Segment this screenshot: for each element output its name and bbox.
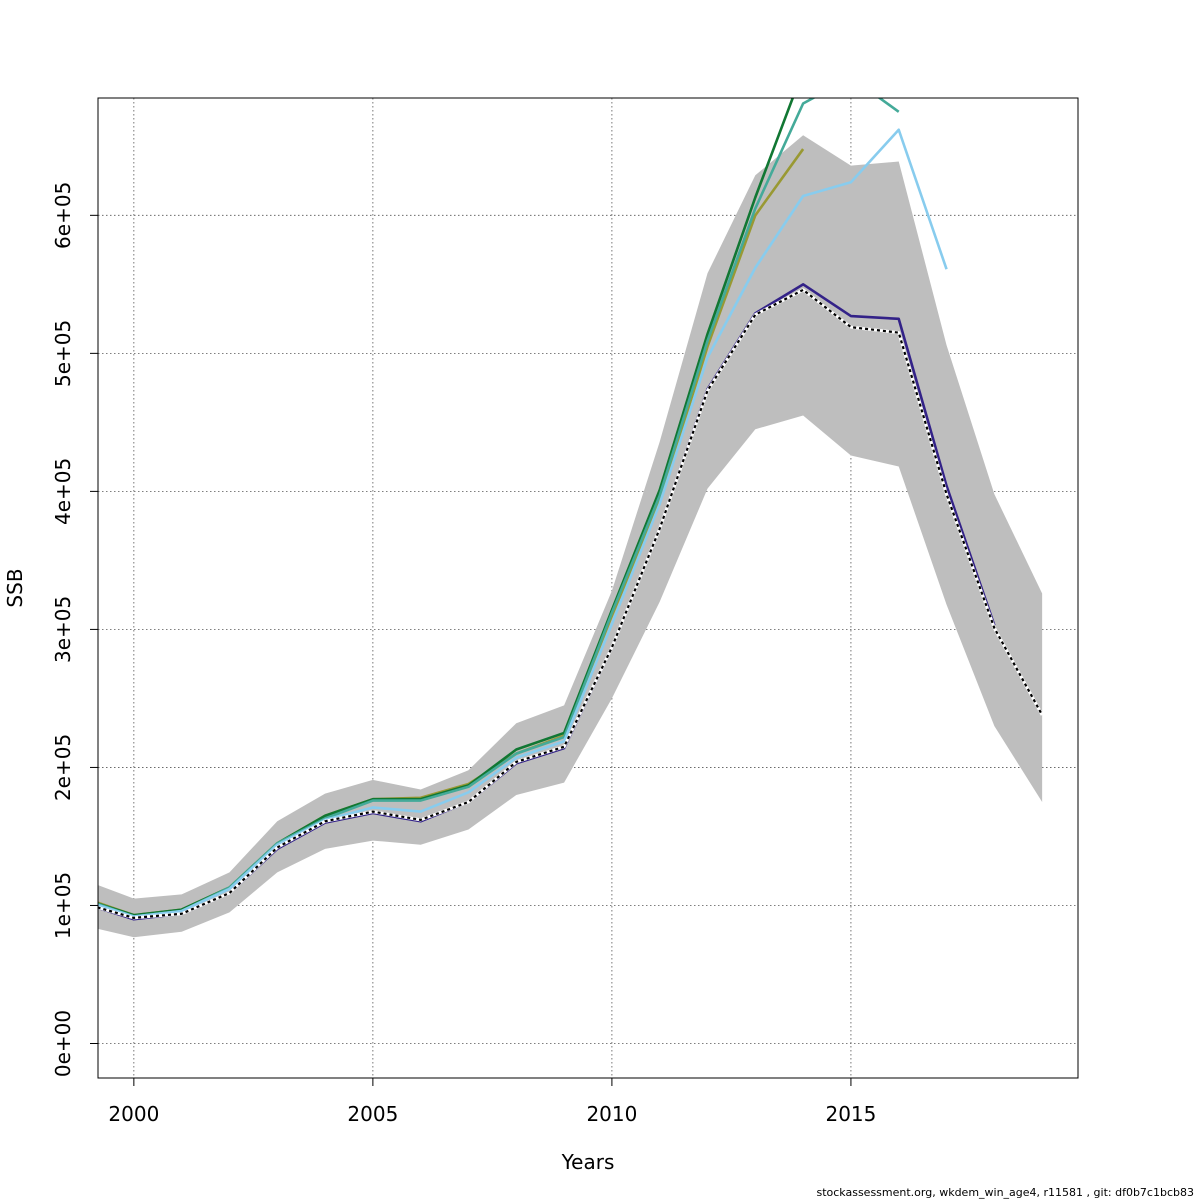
- y-tick-label: 0e+00: [51, 1010, 75, 1077]
- x-axis: 2000 2005 2010 2015: [108, 1078, 876, 1126]
- x-tick-label: 2015: [825, 1102, 876, 1126]
- y-tick-label: 3e+05: [51, 596, 75, 663]
- y-axis-title: SSB: [3, 568, 27, 607]
- plot-frame: [97, 97, 1079, 1079]
- y-tick-label: 2e+05: [51, 734, 75, 801]
- series-group: [98, 98, 1044, 921]
- x-tick-label: 2010: [586, 1102, 637, 1126]
- y-tick-label: 4e+05: [51, 458, 75, 525]
- y-tick-label: 6e+05: [51, 182, 75, 249]
- x-tick-label: 2005: [347, 1102, 398, 1126]
- x-axis-title: Years: [561, 1150, 615, 1174]
- series-line-0-halo: [98, 288, 1044, 920]
- y-axis: 0e+00 1e+05 2e+05 3e+05 4e+05 5e+05 6e+05: [51, 182, 98, 1077]
- y-tick-label: 1e+05: [51, 872, 75, 939]
- series-line-2: [98, 128, 948, 918]
- grid: [98, 98, 1078, 1078]
- x-tick-label: 2000: [108, 1102, 159, 1126]
- y-tick-label: 5e+05: [51, 320, 75, 387]
- footer-note: stockassessment.org, wkdem_win_age4, r11…: [816, 1186, 1194, 1199]
- confidence-band-group: [98, 135, 1043, 938]
- confidence-band: [98, 135, 1043, 938]
